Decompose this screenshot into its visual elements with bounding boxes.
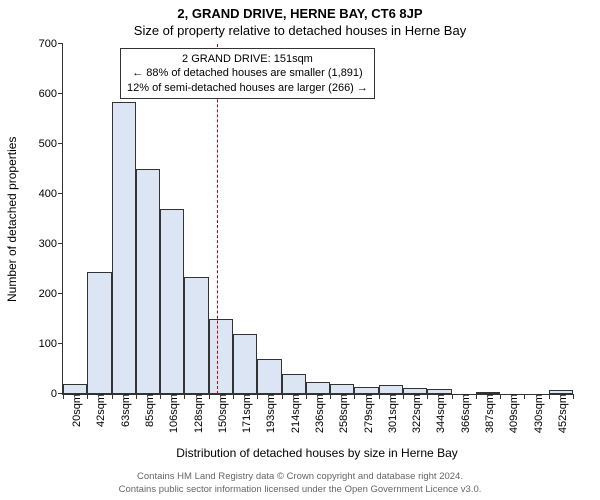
- y-tick-mark: [58, 293, 63, 294]
- y-tick-label: 700: [39, 38, 63, 50]
- y-tick-mark: [58, 343, 63, 344]
- x-tick-mark: [136, 394, 137, 399]
- x-tick-mark: [354, 394, 355, 399]
- histogram-bar: [306, 382, 330, 395]
- x-tick-label: 106sqm: [164, 394, 180, 433]
- y-tick-mark: [58, 143, 63, 144]
- x-tick-mark: [330, 394, 331, 399]
- x-tick-label: 366sqm: [456, 394, 472, 433]
- x-tick-mark: [184, 394, 185, 399]
- x-tick-mark: [524, 394, 525, 399]
- x-tick-label: 150sqm: [213, 394, 229, 433]
- x-tick-label: 214sqm: [286, 394, 302, 433]
- x-tick-mark: [112, 394, 113, 399]
- y-axis-label: Number of detached properties: [5, 136, 19, 301]
- x-tick-label: 409sqm: [504, 394, 520, 433]
- x-tick-label: 63sqm: [116, 394, 132, 427]
- x-tick-label: 430sqm: [529, 394, 545, 433]
- x-tick-mark: [233, 394, 234, 399]
- y-tick-label: 200: [39, 288, 63, 300]
- histogram-bar: [257, 359, 281, 394]
- annotation-line1: 2 GRAND DRIVE: 151sqm: [127, 52, 368, 66]
- x-tick-mark: [282, 394, 283, 399]
- x-tick-mark: [379, 394, 380, 399]
- histogram-bar: [160, 209, 184, 394]
- x-tick-label: 258sqm: [334, 394, 350, 433]
- x-tick-mark: [549, 394, 550, 399]
- y-tick-mark: [58, 243, 63, 244]
- x-tick-label: 279sqm: [359, 394, 375, 433]
- y-tick-label: 400: [39, 188, 63, 200]
- y-tick-mark: [58, 193, 63, 194]
- footer-attribution: Contains HM Land Registry data © Crown c…: [0, 471, 600, 496]
- x-axis-label: Distribution of detached houses by size …: [62, 446, 572, 460]
- x-tick-mark: [403, 394, 404, 399]
- x-tick-label: 20sqm: [67, 394, 83, 427]
- x-tick-label: 42sqm: [91, 394, 107, 427]
- x-tick-label: 171sqm: [237, 394, 253, 433]
- histogram-bar: [354, 387, 378, 395]
- histogram-bar: [282, 374, 306, 394]
- x-tick-mark: [257, 394, 258, 399]
- x-tick-label: 344sqm: [431, 394, 447, 433]
- histogram-bar: [233, 334, 257, 394]
- y-tick-label: 500: [39, 138, 63, 150]
- histogram-bar: [136, 169, 160, 394]
- annotation-line3: 12% of semi-detached houses are larger (…: [127, 81, 368, 95]
- x-tick-mark: [476, 394, 477, 399]
- x-tick-label: 387sqm: [480, 394, 496, 433]
- y-tick-label: 300: [39, 238, 63, 250]
- x-tick-mark: [209, 394, 210, 399]
- x-tick-mark: [306, 394, 307, 399]
- x-tick-label: 322sqm: [407, 394, 423, 433]
- x-tick-mark: [452, 394, 453, 399]
- histogram-bar: [112, 102, 136, 395]
- x-tick-mark: [160, 394, 161, 399]
- x-tick-label: 85sqm: [140, 394, 156, 427]
- histogram-bar: [330, 384, 354, 394]
- x-tick-label: 452sqm: [553, 394, 569, 433]
- x-tick-label: 301sqm: [383, 394, 399, 433]
- chart-title-sub: Size of property relative to detached ho…: [0, 21, 600, 38]
- y-tick-mark: [58, 93, 63, 94]
- x-tick-label: 236sqm: [310, 394, 326, 433]
- x-tick-label: 193sqm: [261, 394, 277, 433]
- histogram-bar: [87, 272, 111, 395]
- footer-line1: Contains HM Land Registry data © Crown c…: [0, 471, 600, 483]
- y-tick-label: 600: [39, 88, 63, 100]
- x-tick-mark: [500, 394, 501, 399]
- y-tick-label: 100: [39, 338, 63, 350]
- x-tick-mark: [63, 394, 64, 399]
- x-tick-mark: [427, 394, 428, 399]
- histogram-bar: [63, 384, 87, 394]
- x-tick-label: 128sqm: [189, 394, 205, 433]
- y-tick-mark: [58, 43, 63, 44]
- footer-line2: Contains public sector information licen…: [0, 484, 600, 496]
- histogram-bar: [379, 385, 403, 394]
- x-tick-mark: [573, 394, 574, 399]
- annotation-line2: ← 88% of detached houses are smaller (1,…: [127, 66, 368, 80]
- x-tick-mark: [87, 394, 88, 399]
- y-tick-label: 0: [51, 388, 63, 400]
- annotation-box: 2 GRAND DRIVE: 151sqm ← 88% of detached …: [120, 48, 375, 99]
- chart-title-main: 2, GRAND DRIVE, HERNE BAY, CT6 8JP: [0, 0, 600, 21]
- histogram-bar: [184, 277, 208, 395]
- histogram-bar: [209, 319, 233, 394]
